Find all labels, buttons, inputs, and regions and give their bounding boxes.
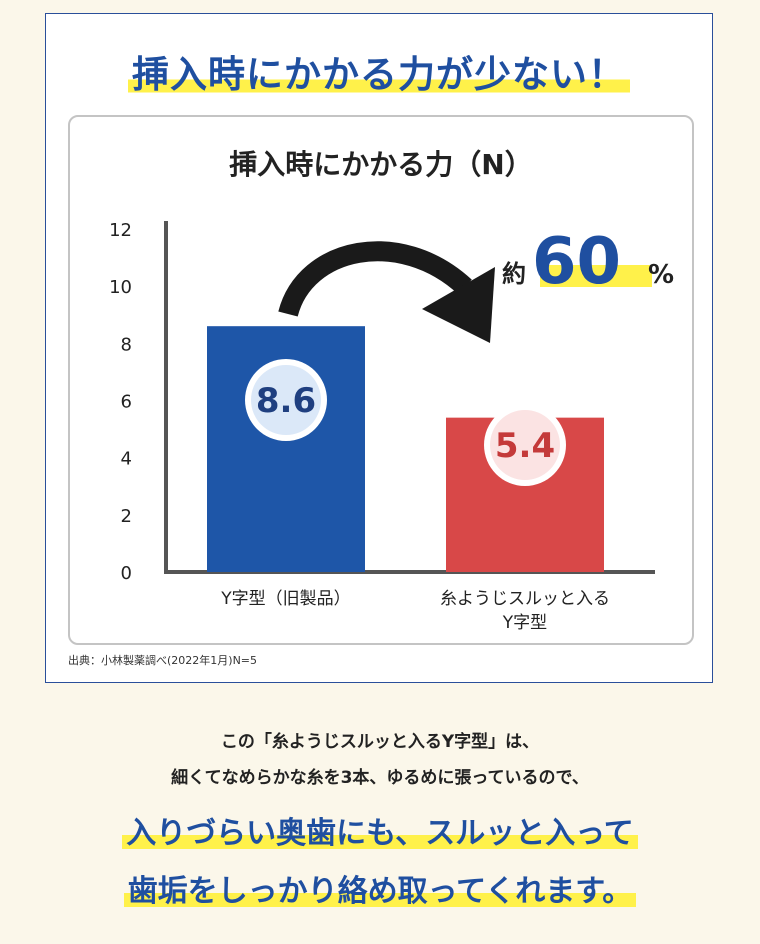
bar-chart: 0 2 4 6 8 10 12 8.6 Y字型（旧製品） 5.4 糸ようじスルッと入る Y字型 約 60% (109, 220, 674, 633)
annotation-number: 60 (532, 225, 621, 299)
y-tick-label: 4 (121, 449, 132, 470)
chart-panel: 挿入時にかかる力（N） 0 2 4 6 8 10 12 8.6 Y字型（旧製品） 5.4 糸ようじス… (68, 115, 694, 645)
y-tick-label: 10 (109, 277, 132, 298)
headline: 挿入時にかかる力が少ない！ (46, 44, 712, 98)
y-tick-label: 8 (121, 334, 132, 355)
source-note: 出典：小林製薬調べ(2022年1月)N=5 (68, 654, 258, 667)
arrow-head (422, 267, 495, 343)
y-tick-label: 6 (121, 392, 132, 413)
caption-line-1: この「糸ようじスルッと入るY字型」は、 (220, 732, 540, 752)
highlight-line-2: 歯垢をしっかり絡め取ってくれます。 (0, 866, 760, 910)
caption-line-2: 細くてなめらかな糸を3本、ゆるめに張っているので、 (171, 768, 589, 788)
highlight-line-2-text: 歯垢をしっかり絡め取ってくれます。 (123, 874, 637, 909)
highlight-line-1-text: 入りづらい奥歯にも、スルッと入って (122, 816, 638, 851)
category-label: 糸ようじスルッと入る (440, 589, 610, 609)
comparison-card: 挿入時にかかる力が少ない！ 挿入時にかかる力（N） 0 2 4 6 8 10 12 8.6 Y字… (45, 13, 713, 683)
headline-text: 挿入時にかかる力が少ない！ (128, 53, 630, 96)
category-label: Y字型（旧製品） (220, 589, 350, 609)
value-badge-inner (251, 365, 321, 435)
arrow-curve (278, 241, 472, 318)
annotation-highlight (540, 265, 652, 287)
highlight-line-1: 入りづらい奥歯にも、スルッと入って (0, 808, 760, 852)
value-badge-inner (490, 410, 560, 480)
category-label: Y字型 (502, 613, 547, 633)
y-tick-label: 2 (121, 506, 132, 527)
annotation-suffix: % (648, 260, 674, 290)
data-label: 5.4 (495, 426, 555, 466)
y-tick-label: 12 (109, 220, 132, 241)
annotation-prefix: 約 (502, 260, 526, 288)
chart-title: 挿入時にかかる力（N） (229, 148, 533, 181)
y-tick-label: 0 (121, 563, 132, 584)
data-label: 8.6 (256, 381, 316, 421)
